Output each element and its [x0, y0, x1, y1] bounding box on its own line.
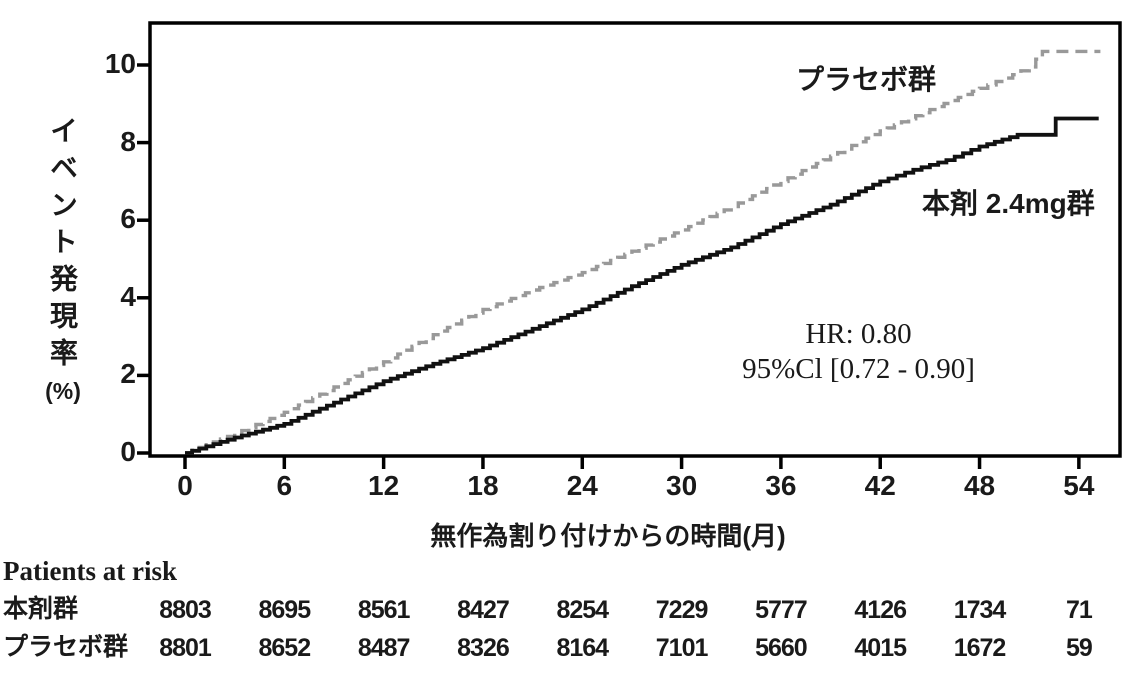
hr-value-text: HR: 0.80 — [805, 318, 912, 350]
placebo-series-label: プラセボ群 — [796, 64, 937, 95]
x-tick-label: 18 — [467, 470, 499, 501]
risk-count-cell: 8487 — [357, 634, 411, 662]
y-tick-label: 10 — [104, 48, 136, 79]
y-axis-ticks — [137, 63, 150, 455]
y-axis-unit-label: (%) — [45, 378, 81, 404]
risk-count-cell: 8561 — [357, 596, 411, 624]
x-tick-label: 24 — [566, 470, 598, 501]
risk-row-label-treatment: 本剤群 — [3, 595, 79, 623]
risk-row-label-placebo: プラセボ群 — [3, 633, 129, 661]
risk-count-cell: 1734 — [953, 596, 1007, 624]
risk-table-header: Patients at risk — [3, 556, 177, 586]
risk-count-cell: 8164 — [556, 634, 609, 662]
risk-count-cell: 5660 — [755, 634, 808, 662]
risk-count-cell: 8326 — [457, 634, 510, 662]
risk-count-cell: 59 — [1065, 634, 1093, 662]
risk-count-cell: 8652 — [258, 634, 312, 662]
ci-value-text: 95%Cl [0.72 - 0.90] — [742, 353, 975, 385]
x-axis-title: 無作為割り付けからの時間(月) — [430, 521, 786, 551]
risk-count-cell: 7101 — [655, 634, 709, 662]
x-tick-label: 30 — [666, 470, 698, 501]
treatment-series-label: 本剤 2.4mg群 — [922, 188, 1095, 219]
y-tick-label: 0 — [120, 436, 136, 467]
y-tick-label: 4 — [120, 280, 136, 312]
plot-frame — [148, 21, 1122, 458]
y-axis-title: イベント発現率 — [47, 116, 78, 375]
x-axis-ticks — [183, 456, 1081, 469]
risk-count-cell: 8254 — [556, 596, 609, 624]
risk-count-cell: 8803 — [159, 596, 212, 624]
risk-count-cell: 8801 — [159, 634, 212, 662]
hazard-ratio-annotation: HR: 0.80 95%Cl [0.72 - 0.90] — [706, 317, 1011, 387]
x-tick-label: 48 — [963, 470, 996, 501]
x-tick-label: 36 — [765, 470, 797, 501]
risk-count-cell: 5777 — [755, 596, 808, 624]
y-tick-label: 6 — [120, 203, 136, 235]
risk-count-cell: 71 — [1065, 596, 1093, 624]
x-tick-label: 42 — [864, 470, 896, 501]
risk-count-cell: 4126 — [854, 596, 907, 624]
risk-count-cell: 4015 — [854, 634, 907, 662]
y-tick-label: 2 — [120, 358, 136, 390]
x-tick-label: 6 — [276, 470, 293, 501]
x-tick-label: 12 — [368, 470, 400, 501]
x-tick-label: 54 — [1063, 470, 1095, 501]
risk-count-cell: 7229 — [655, 596, 709, 624]
placebo-curve — [185, 49, 1101, 455]
risk-count-cell: 8695 — [258, 596, 312, 624]
y-tick-label: 8 — [120, 125, 136, 157]
treatment-curve — [185, 116, 1099, 455]
risk-count-cell: 8427 — [457, 596, 510, 624]
x-tick-label: 0 — [177, 470, 193, 501]
risk-count-cell: 1672 — [953, 634, 1007, 662]
